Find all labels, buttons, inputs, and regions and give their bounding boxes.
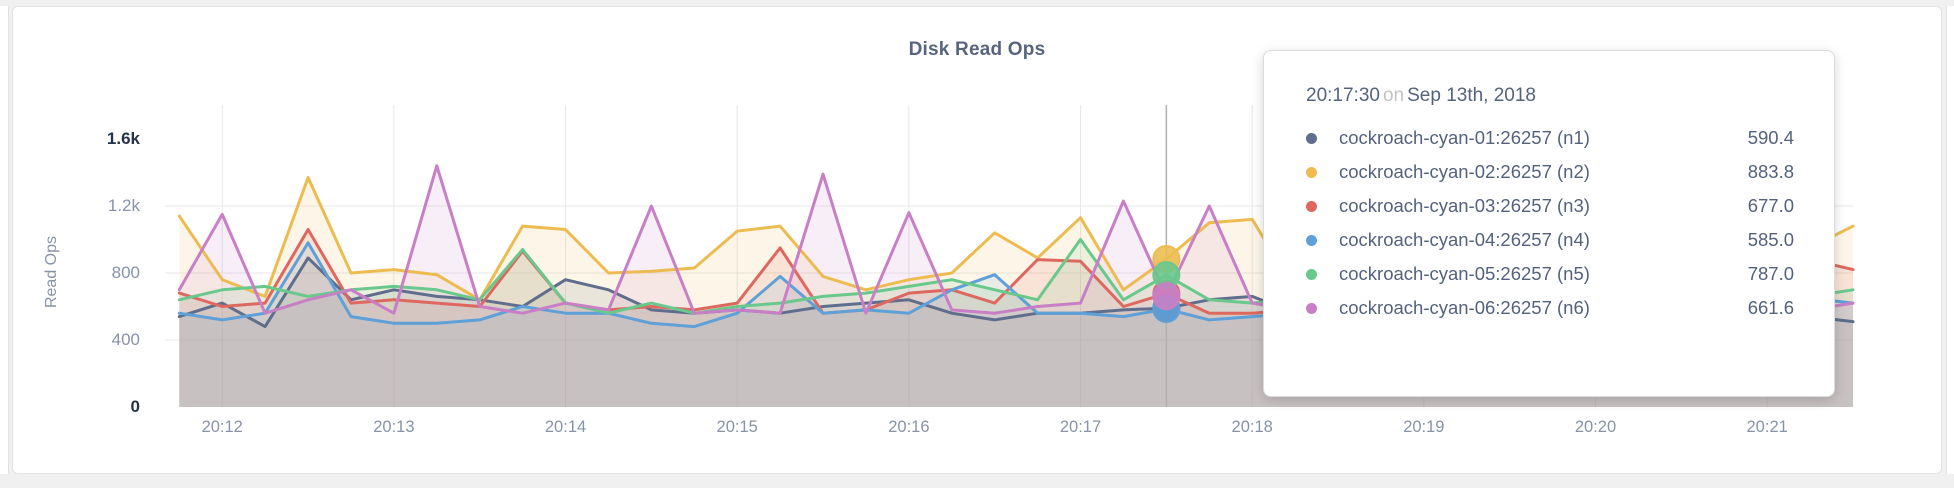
tooltip-series-value: 787.0 (1747, 263, 1794, 284)
tooltip-series-value: 590.4 (1747, 127, 1794, 148)
x-tick-label: 20:17 (1059, 418, 1102, 436)
tooltip-series-row: cockroach-cyan-06:26257 (n6) 661.6 (1306, 291, 1794, 325)
tooltip-series-row: cockroach-cyan-01:26257 (n1) 590.4 (1306, 121, 1794, 155)
y-axis-title: Read Ops (43, 235, 60, 309)
series-color-dot-icon (1306, 268, 1317, 280)
tooltip-series-row: cockroach-cyan-02:26257 (n2) 883.8 (1306, 155, 1794, 189)
tooltip-header: 20:17:30 on Sep 13th, 2018 (1306, 85, 1794, 107)
y-tick-label: 1.6k (106, 129, 140, 148)
tooltip-series-name: cockroach-cyan-04:26257 (n4) (1339, 229, 1590, 250)
x-tick-label: 20:12 (201, 418, 243, 436)
tooltip-series-name: cockroach-cyan-03:26257 (n3) (1339, 195, 1590, 216)
y-tick-label: 1.2k (107, 196, 140, 215)
hover-tooltip: 20:17:30 on Sep 13th, 2018 cockroach-cyan-… (1263, 50, 1835, 397)
series-color-dot-icon (1306, 166, 1317, 178)
tooltip-rows: cockroach-cyan-01:26257 (n1) 590.4 cockroa… (1306, 121, 1794, 325)
x-tick-label: 20:20 (1574, 418, 1617, 436)
y-tick-label: 800 (111, 263, 140, 282)
y-tick-label: 400 (111, 330, 140, 349)
tooltip-series-value: 883.8 (1747, 161, 1794, 182)
y-tick-label: 0 (130, 397, 140, 416)
adjacent-panel-left-edge (0, 6, 9, 474)
tooltip-series-name: cockroach-cyan-01:26257 (n1) (1339, 127, 1590, 148)
series-color-dot-icon (1306, 234, 1317, 246)
x-tick-label: 20:13 (373, 418, 415, 436)
adjacent-panel-right-edge (1946, 6, 1954, 474)
tooltip-connector: on (1382, 85, 1405, 106)
series-color-dot-icon (1306, 302, 1317, 314)
x-tick-label: 20:18 (1231, 418, 1273, 436)
series-color-dot-icon (1306, 200, 1317, 212)
x-tick-label: 20:16 (888, 418, 930, 436)
tooltip-time: 20:17:30 (1306, 85, 1380, 106)
x-tick-label: 20:21 (1746, 418, 1788, 436)
x-tick-label: 20:14 (544, 418, 587, 436)
tooltip-series-row: cockroach-cyan-05:26257 (n5) 787.0 (1306, 257, 1794, 291)
tooltip-series-name: cockroach-cyan-05:26257 (n5) (1339, 263, 1590, 284)
tooltip-series-row: cockroach-cyan-03:26257 (n3) 677.0 (1306, 189, 1794, 223)
series-color-dot-icon (1306, 132, 1317, 144)
hover-dot (1152, 282, 1181, 311)
tooltip-series-value: 661.6 (1747, 297, 1794, 318)
x-tick-label: 20:15 (716, 418, 758, 436)
tooltip-series-value: 677.0 (1747, 195, 1794, 216)
tooltip-series-value: 585.0 (1747, 229, 1794, 250)
tooltip-date: Sep 13th, 2018 (1407, 85, 1536, 106)
tooltip-series-name: cockroach-cyan-06:26257 (n6) (1339, 297, 1590, 318)
tooltip-series-row: cockroach-cyan-04:26257 (n4) 585.0 (1306, 223, 1794, 257)
tooltip-series-name: cockroach-cyan-02:26257 (n2) (1339, 161, 1590, 182)
x-tick-label: 20:19 (1403, 418, 1445, 436)
chart-title: Disk Read Ops (908, 39, 1046, 60)
